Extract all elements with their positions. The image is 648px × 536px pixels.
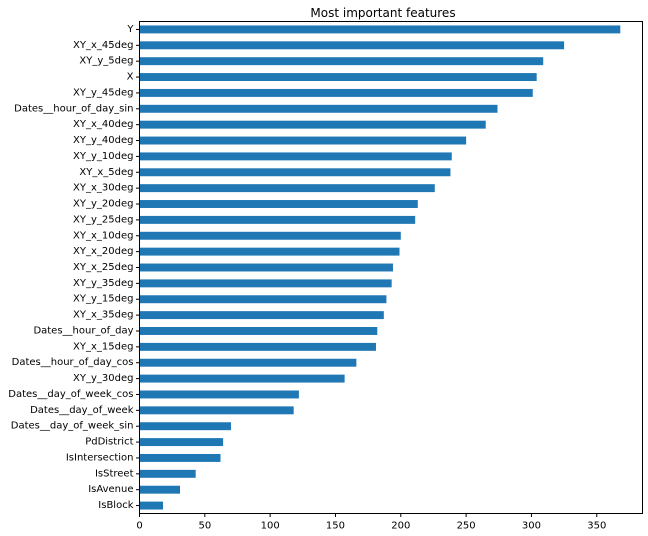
y-tick-label: XY_x_45deg xyxy=(73,40,133,51)
bar-XY_y_40deg xyxy=(139,136,467,145)
bar-Dates__day_of_week_cos xyxy=(139,390,299,399)
y-tick-label: XY_x_40deg xyxy=(73,119,133,130)
y-tick-label: Dates__day_of_week xyxy=(30,405,134,416)
y-tick-label: X xyxy=(127,72,134,83)
y-tick-label: Dates__day_of_week_sin xyxy=(11,421,134,432)
bar-Dates__hour_of_day_cos xyxy=(139,358,357,367)
bar-Dates__hour_of_day_sin xyxy=(139,104,498,113)
y-tick-label: XY_y_5deg xyxy=(79,56,133,67)
plot-frame xyxy=(139,21,643,514)
x-tick-label: 300 xyxy=(522,521,541,532)
bar-XY_y_5deg xyxy=(139,57,544,66)
y-tick-label: XY_x_10deg xyxy=(73,230,133,241)
y-tick-label: XY_y_30deg xyxy=(73,373,133,384)
bar-XY_x_40deg xyxy=(139,120,486,129)
bar-Dates__day_of_week_sin xyxy=(139,422,231,431)
bar-IsIntersection xyxy=(139,453,221,462)
y-tick-label: Dates__hour_of_day xyxy=(33,325,133,336)
y-tick-label: XY_x_15deg xyxy=(73,341,133,352)
x-tick-label: 350 xyxy=(587,521,606,532)
y-tick-label: Dates__day_of_week_cos xyxy=(8,389,133,400)
bar-Y xyxy=(139,25,621,34)
x-tick-label: 250 xyxy=(457,521,476,532)
y-tick-label: IsBlock xyxy=(98,500,133,511)
y-tick-label: XY_y_35deg xyxy=(73,278,133,289)
bar-XY_y_25deg xyxy=(139,215,416,224)
y-tick-label: XY_y_20deg xyxy=(73,199,133,210)
bar-IsStreet xyxy=(139,469,196,478)
bar-Dates__hour_of_day xyxy=(139,327,378,335)
bar-Dates__day_of_week xyxy=(139,406,294,415)
x-tick-label: 200 xyxy=(391,521,410,532)
bar-XY_x_25deg xyxy=(139,263,393,272)
y-tick-label: XY_x_20deg xyxy=(73,246,133,257)
y-tick-label: XY_x_25deg xyxy=(73,262,133,273)
x-tick-label: 0 xyxy=(136,521,142,532)
y-tick-label: Y xyxy=(126,24,134,35)
y-tick-label: XY_x_35deg xyxy=(73,310,133,321)
y-tick-label: IsStreet xyxy=(95,468,134,479)
bar-XY_x_20deg xyxy=(139,247,400,256)
y-tick-label: IsAvenue xyxy=(88,484,133,495)
bars-group xyxy=(139,25,621,510)
bar-XY_x_10deg xyxy=(139,231,401,240)
bar-XY_y_20deg xyxy=(139,200,418,208)
y-tick-label: XY_x_30deg xyxy=(73,183,133,194)
bar-XY_x_45deg xyxy=(139,41,565,50)
chart-title: Most important features xyxy=(310,6,455,20)
y-tick-label: XY_y_25deg xyxy=(73,214,133,225)
y-tick-labels: Y XY_x_45deg XY_y_5deg X XY_y_45deg Dates__ho… xyxy=(8,24,140,511)
y-tick-label: XY_y_45deg xyxy=(73,87,133,98)
bar-X xyxy=(139,73,537,82)
y-tick-label: XY_y_10deg xyxy=(73,151,133,162)
bar-XY_y_35deg xyxy=(139,279,392,288)
bar-XY_x_30deg xyxy=(139,184,435,193)
bar-XY_y_30deg xyxy=(139,374,345,383)
bar-IsBlock xyxy=(139,501,164,510)
y-tick-label: Dates__hour_of_day_sin xyxy=(14,103,133,114)
y-tick-label: IsIntersection xyxy=(66,452,134,463)
x-tick-label: 150 xyxy=(326,521,345,532)
x-tick-label: 50 xyxy=(198,521,211,532)
y-tick-label: XY_y_40deg xyxy=(73,135,133,146)
x-tick-label: 100 xyxy=(261,521,280,532)
y-tick-label: PdDistrict xyxy=(85,437,133,448)
bar-XY_x_5deg xyxy=(139,168,451,177)
y-tick-label: XY_y_15deg xyxy=(73,294,133,305)
bar-XY_x_15deg xyxy=(139,342,376,351)
bar-PdDistrict xyxy=(139,438,224,447)
y-tick-label: XY_x_5deg xyxy=(79,167,133,178)
bar-XY_y_15deg xyxy=(139,295,387,304)
y-tick-label: Dates__hour_of_day_cos xyxy=(12,357,134,368)
bar-IsAvenue xyxy=(139,485,181,494)
bar-XY_x_35deg xyxy=(139,311,384,320)
bar-XY_y_45deg xyxy=(139,88,533,97)
x-axis: 0 50 100 150 200 250 300 350 xyxy=(136,513,606,532)
bar-XY_y_10deg xyxy=(139,152,452,161)
